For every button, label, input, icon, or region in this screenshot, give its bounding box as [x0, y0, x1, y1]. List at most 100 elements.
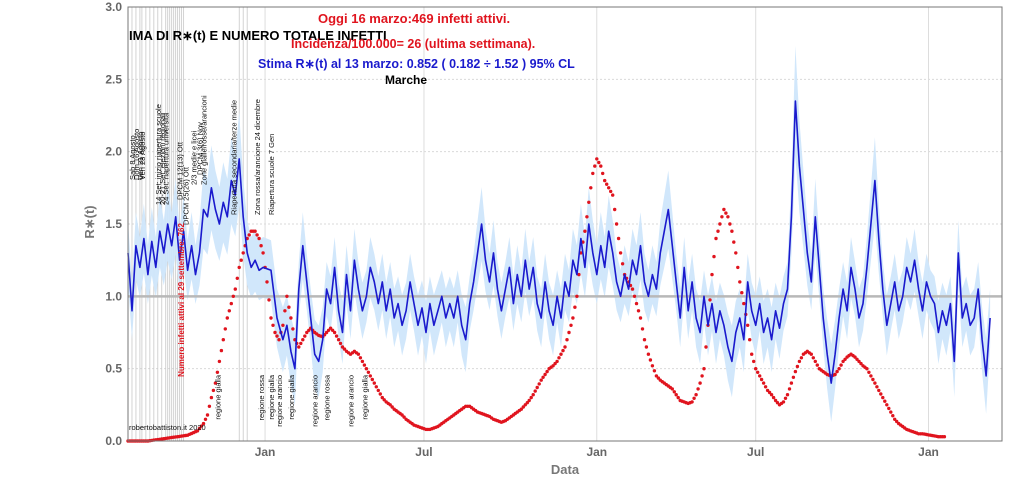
red-point [889, 410, 893, 414]
red-point [543, 372, 547, 377]
red-point [376, 388, 380, 393]
red-point [599, 164, 603, 168]
red-point [356, 352, 361, 356]
red-point [714, 236, 718, 241]
red-point [593, 164, 597, 168]
red-point [539, 378, 543, 382]
red-point [811, 356, 815, 360]
red-point [873, 381, 877, 385]
red-point [781, 400, 786, 404]
red-point [235, 276, 239, 280]
red-point [694, 393, 698, 397]
red-point [634, 301, 639, 306]
red-point [567, 330, 571, 335]
title-line-1: IMA DI R∗(t) E NUMERO TOTALE INFETTI [129, 28, 387, 43]
red-point [253, 229, 257, 233]
red-point [338, 341, 343, 346]
red-point [537, 382, 541, 386]
red-point [569, 323, 573, 327]
red-point [648, 358, 653, 362]
red-point [529, 395, 533, 400]
red-point [759, 377, 764, 382]
red-point [630, 287, 635, 291]
red-point [865, 367, 869, 371]
red-point [265, 280, 269, 284]
red-point [708, 298, 712, 302]
red-point [640, 327, 645, 331]
blue-series-rt [127, 100, 991, 384]
red-point [867, 370, 871, 374]
red-point [833, 372, 837, 377]
red-point [728, 222, 732, 226]
red-point [247, 233, 251, 237]
red-point [553, 361, 557, 366]
red-point [785, 393, 790, 397]
red-point [835, 369, 839, 374]
red-point [761, 381, 766, 385]
red-point [771, 395, 776, 400]
red-point [205, 413, 210, 417]
red-point [720, 215, 724, 219]
red-point [573, 305, 577, 309]
red-point [712, 254, 716, 259]
red-point [722, 207, 726, 212]
red-point [297, 345, 301, 349]
annotation-bottom: regione rossa [323, 374, 332, 420]
annotation-top: Sab 8 Agosto [128, 135, 137, 180]
red-point [740, 291, 744, 295]
red-point [241, 251, 245, 255]
red-point [283, 309, 287, 313]
annotation-top: Zona rossa/arancione 24 dicembre [253, 99, 262, 215]
red-point [374, 385, 378, 389]
title-line-2: Oggi 16 marzo:469 infetti attivi. [318, 11, 510, 26]
red-point [942, 435, 947, 439]
red-point [756, 370, 760, 374]
red-point [670, 387, 674, 391]
annotation-bottom: regione arancio [347, 375, 356, 427]
red-point [718, 222, 722, 226]
red-point [215, 370, 220, 374]
annotation-top: Riapertura scuole 7 Gen [267, 134, 276, 215]
red-point [571, 316, 575, 320]
red-point [750, 352, 754, 356]
y-tick-label: 0.0 [105, 434, 122, 448]
annotation-bottom: regione rossa [257, 374, 266, 420]
x-axis-label: Data [551, 462, 580, 477]
red-point [676, 395, 680, 400]
red-point [261, 251, 265, 255]
red-point [799, 356, 804, 360]
red-point [773, 398, 778, 403]
red-point [809, 352, 813, 356]
red-point [239, 258, 243, 262]
red-point [793, 369, 798, 374]
red-point [601, 171, 605, 176]
red-point [607, 186, 611, 190]
annotation-bottom: regione gialla [287, 374, 296, 419]
red-point [199, 424, 204, 428]
red-point [557, 356, 561, 360]
red-point [195, 429, 200, 433]
red-point [223, 327, 227, 331]
red-point [591, 171, 595, 176]
red-point [616, 236, 621, 241]
red-point [366, 370, 371, 374]
red-point [748, 338, 752, 342]
red-point [277, 338, 281, 342]
red-point [605, 182, 609, 186]
red-point [259, 244, 263, 248]
red-point [219, 348, 224, 353]
red-point [197, 426, 202, 431]
y-tick-label: 2.0 [105, 145, 122, 159]
red-point [611, 193, 615, 197]
red-point [815, 363, 819, 367]
red-point [368, 374, 372, 378]
red-point [700, 374, 704, 378]
annotation-top: Zone gialle/rosse/arancioni [200, 95, 209, 185]
red-point [795, 364, 800, 369]
red-point [783, 396, 788, 400]
y-tick-label: 2.5 [105, 72, 122, 86]
red-point [726, 215, 730, 219]
red-point [881, 395, 885, 400]
red-point [859, 361, 863, 366]
